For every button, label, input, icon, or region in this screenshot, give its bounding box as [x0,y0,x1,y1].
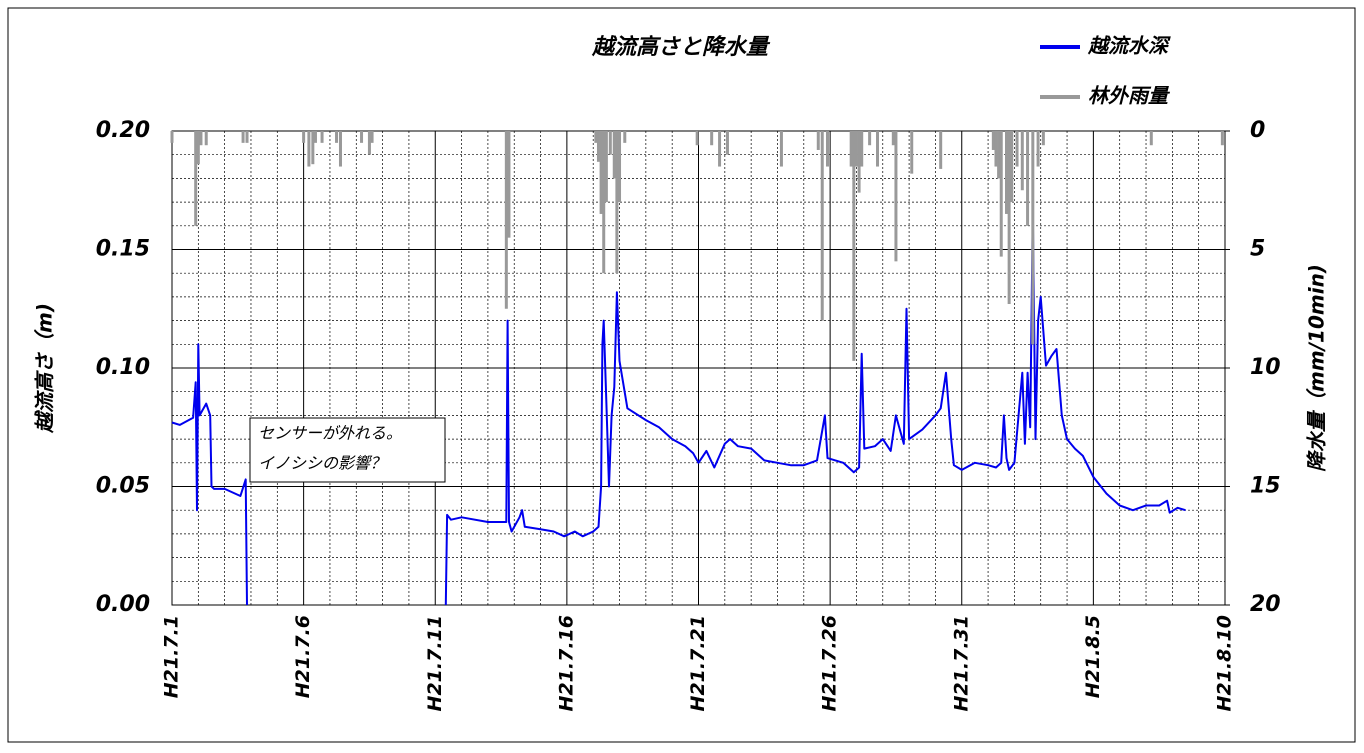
rain-bar [825,131,829,167]
rain-bar [1026,131,1030,226]
x-tick-label: H21.7.21 [687,615,709,711]
x-tick-label: H21.7.26 [819,615,841,711]
rain-bar [816,131,820,150]
rain-bar [367,131,371,155]
y-tick-label: 0.05 [96,474,150,499]
x-tick-label: H21.8.5 [1082,615,1104,698]
rain-bar [860,131,864,167]
annotation-box [249,417,446,483]
x-tick-label: H21.7.1 [161,615,183,698]
rain-bar [241,131,245,143]
rain-bar [504,131,508,309]
y2-tick-label: 0 [1250,118,1265,143]
y-tick-label: 0.10 [96,355,150,380]
rain-bar [245,131,249,143]
rain-bar [718,131,722,167]
rain-bar [857,131,861,193]
rain-bar [320,131,324,143]
rain-bar [596,131,600,162]
rain-bar [876,131,880,167]
rain-bar [1031,131,1035,345]
depth-line [171,210,1186,606]
y2-tick-label: 20 [1250,592,1281,617]
rain-bar [868,131,872,146]
rain-bar [608,131,612,155]
rain-bar [725,131,729,155]
y-axis-title: 越流高さ（m) [33,303,57,434]
rain-bar [994,131,998,167]
y-tick-label: 0.20 [96,118,150,143]
annotation: イノシシの影響？ [258,454,386,473]
rain-bar [360,131,364,143]
rain-bar [194,131,198,226]
rain-bar [1007,131,1011,305]
rain-bar [910,131,914,174]
rain-bar [338,131,342,167]
rain-bar [594,131,598,143]
rain-bar [1041,131,1045,146]
rain-bar [1020,131,1024,191]
rain-bar [602,131,606,274]
rain-bar [199,131,203,146]
rain-bar [196,131,200,165]
x-tick-label: H21.7.11 [424,615,446,711]
rain-bar [852,131,856,361]
rain-bar [820,131,824,321]
rain-bar [997,131,1001,179]
y-tick-label: 0.00 [96,592,150,617]
rain-bar [1015,131,1019,167]
rain-bar [302,131,306,143]
rain-bar [991,131,995,150]
rain-bar [335,131,339,143]
annotation: センサーが外れる。 [258,424,402,443]
x-tick-label: H21.7.31 [950,615,972,711]
rain-bar [307,131,311,167]
y2-tick-label: 15 [1250,474,1281,499]
rain-bar [1010,131,1014,203]
rain-bar [170,131,174,143]
rain-bar [204,131,208,146]
rain-bar [1005,131,1009,214]
rain-bar [618,131,622,203]
rain-bar [599,131,603,214]
rain-bar [1149,131,1153,146]
rain-bar [999,131,1003,257]
x-tick-label: H21.8.10 [1214,615,1236,711]
rain-bar [623,131,627,143]
rain-bar [939,131,943,169]
rain-bar [891,131,895,146]
rain-bar [311,131,315,165]
rain-bar [849,131,853,167]
rain-bar [854,131,858,167]
y2-tick-label: 10 [1250,355,1281,380]
rain-bar [1036,131,1040,167]
rain-bar [615,131,619,274]
y2-axis-title: 降水量（mm/10min) [1305,264,1329,472]
rain-bar [370,131,374,143]
chart-frame [7,7,1356,743]
x-tick-label: H21.7.16 [555,615,577,711]
rain-bar [604,131,608,203]
x-tick-label: H21.7.6 [292,615,314,698]
y-tick-label: 0.15 [96,237,150,262]
y2-tick-label: 5 [1250,237,1265,262]
rain-bar [612,131,616,179]
rain-bar [1220,131,1224,146]
legend-label: 林外雨量 [1088,84,1171,108]
rain-bar [779,131,783,167]
rain-bar [695,131,699,146]
rain-bar [313,131,317,143]
rain-bar [507,131,511,238]
rain-bar [710,131,714,146]
legend-label: 越流水深 [1087,34,1171,58]
chart-title: 越流高さと降水量 [591,34,771,60]
rain-bar [894,131,898,262]
